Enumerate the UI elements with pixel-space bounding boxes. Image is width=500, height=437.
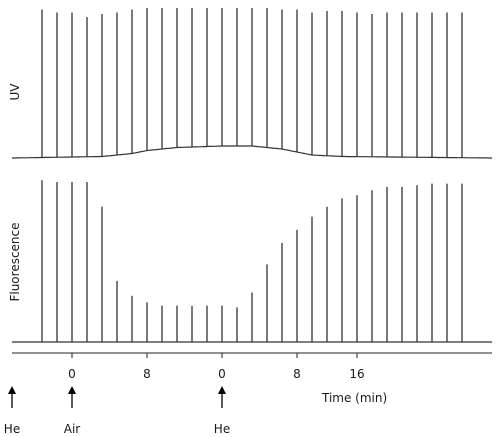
time-axis-ticks: 0 8 0 8 16: [68, 353, 365, 381]
time-tick-label: 0: [68, 367, 76, 381]
fluorescence-peaks: [41, 180, 463, 342]
time-tick-label: 8: [293, 367, 301, 381]
gas-switch-events: He Air He: [4, 386, 230, 436]
event-label: He: [4, 422, 20, 436]
time-tick-label: 16: [349, 367, 364, 381]
uv-peaks: [41, 8, 463, 158]
time-axis-label: Time (min): [321, 391, 387, 405]
event-arrowhead: [8, 386, 16, 394]
event-label: He: [214, 422, 230, 436]
event-arrowhead: [218, 386, 226, 394]
uv-axis-label: UV: [8, 83, 22, 101]
fluorescence-panel: Fluorescence: [8, 180, 492, 343]
uv-baseline-trace: [12, 145, 492, 159]
uv-panel: UV: [8, 8, 492, 159]
event-arrowhead: [68, 386, 76, 394]
time-tick-label: 8: [143, 367, 151, 381]
fluorescence-axis-label: Fluorescence: [8, 222, 22, 301]
event-label: Air: [64, 422, 81, 436]
time-tick-label: 0: [218, 367, 226, 381]
